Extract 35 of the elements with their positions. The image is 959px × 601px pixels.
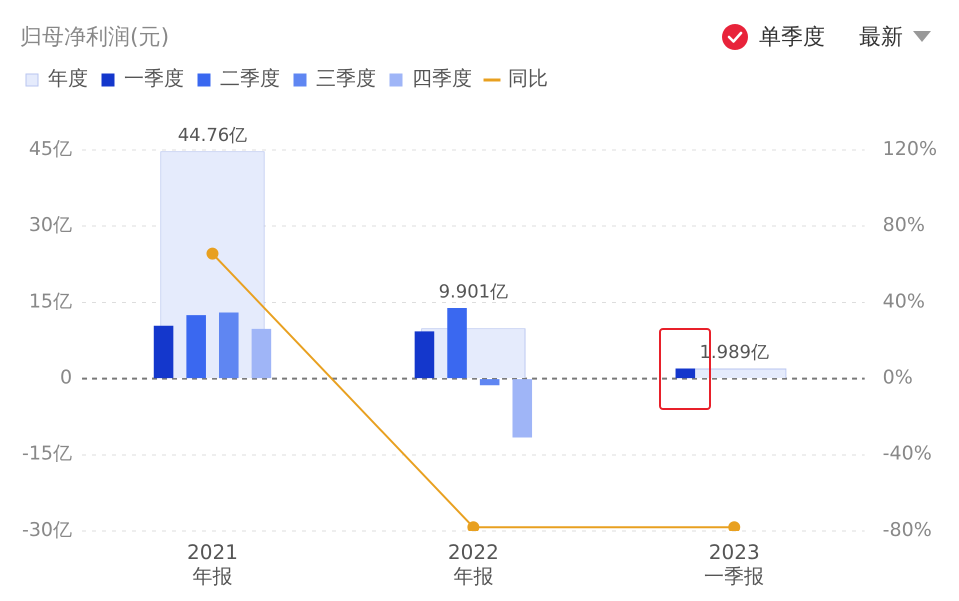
y-tick-label: -30亿 <box>22 518 72 541</box>
y-tick-label: 0 <box>60 366 72 389</box>
bar <box>154 326 174 378</box>
legend-label: 二季度 <box>220 66 280 90</box>
y2-tick-label: 80% <box>882 214 925 236</box>
y2-tick-label: 40% <box>882 290 925 312</box>
y-tick-label: 15亿 <box>28 290 72 312</box>
bar <box>512 379 532 438</box>
data-label: 9.901亿 <box>438 282 508 303</box>
y2-tick-label: 120% <box>882 138 938 160</box>
x-tick-label: 2022 年报 <box>448 540 499 588</box>
chart-title: 归母净利润(元) <box>20 24 170 52</box>
bar <box>186 315 206 378</box>
bar <box>252 328 272 378</box>
y-tick-label: 45亿 <box>28 138 72 160</box>
legend-label: 三季度 <box>316 66 376 90</box>
bar <box>414 331 434 378</box>
data-label: 44.76亿 <box>178 124 248 146</box>
legend-label: 四季度 <box>412 66 472 90</box>
x-tick-label: 2021 年报 <box>187 540 238 588</box>
text: 最新 <box>859 24 903 52</box>
legend-label: 年度 <box>48 66 88 90</box>
legend-label: 同比 <box>508 66 548 90</box>
bar <box>447 308 467 378</box>
y2-tick-label: 0% <box>882 366 913 389</box>
bar <box>480 379 500 386</box>
y-tick-label: -15亿 <box>22 442 72 465</box>
y2-tick-label: -80% <box>882 518 932 541</box>
y2-tick-label: -40% <box>882 442 932 465</box>
y-tick-label: 30亿 <box>28 214 72 236</box>
legend-label: 一季度 <box>124 66 184 90</box>
bar <box>676 368 696 378</box>
x-tick-label: 2023 一季报 <box>704 540 764 588</box>
text: 单季度 <box>759 24 825 52</box>
bar <box>218 312 239 378</box>
